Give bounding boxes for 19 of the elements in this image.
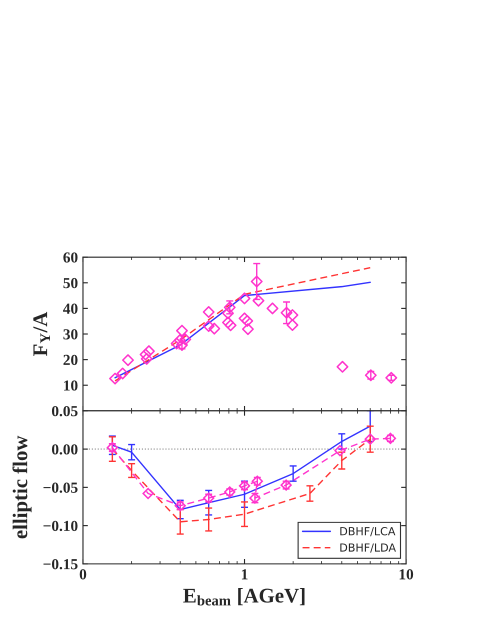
y-axis-title: F$_{Y}$/A [33,312,50,356]
y-tick-label: 60 [63,252,78,263]
y-tick-label: 30 [63,329,78,340]
legend-label: DBHF/LCA [340,527,396,536]
y-tick-label: 20 [63,354,78,366]
x-axis-title: E$_{beam}$ [AGeV] [183,588,304,606]
y-tick-label: 0.00 [52,444,78,455]
y-tick-label: 0.05 [52,406,78,416]
y-axis-title: elliptic flow [12,436,32,538]
y-tick-label: 40 [63,304,78,314]
x-tick-label: 0 [80,569,86,580]
x-tick-label: 1 [242,569,248,580]
y-tick-label: −0.10 [43,520,78,532]
y-tick-label: 10 [64,380,78,391]
y-tick-label: −0.05 [43,482,78,493]
y-tick-label: −0.15 [43,559,78,570]
y-tick-label: 50 [63,278,78,288]
x-tick-label: 10 [400,569,414,580]
legend-label: DBHF/LDA [340,543,396,553]
